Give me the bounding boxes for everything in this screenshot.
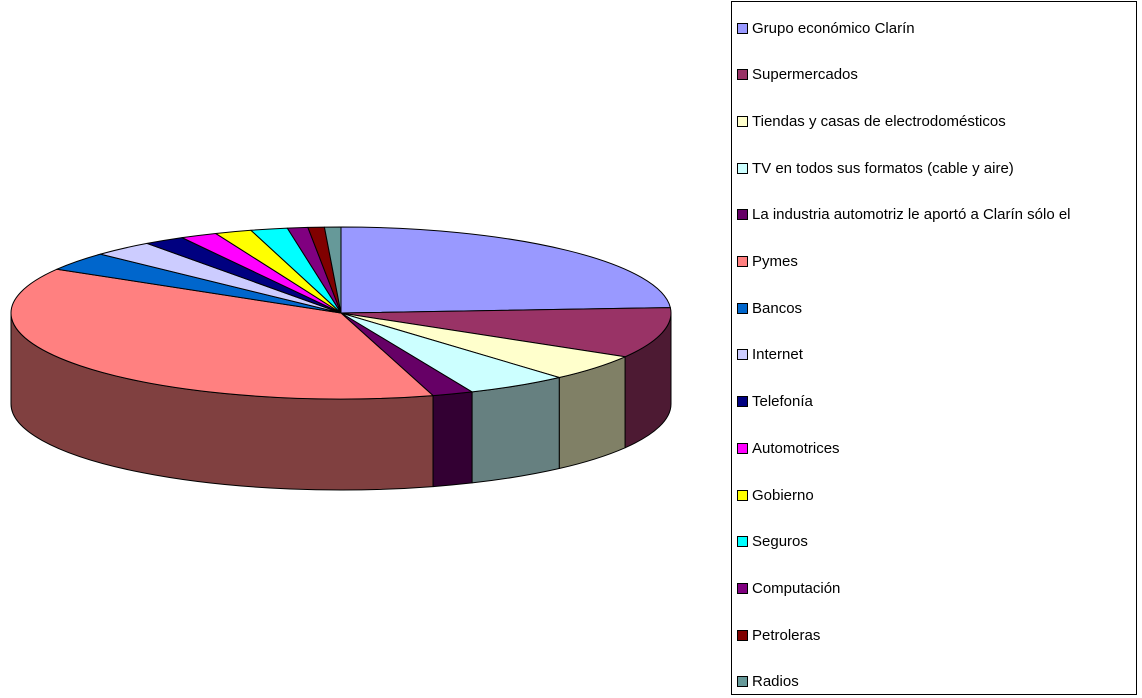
legend-swatch [737,489,748,501]
legend-swatch [737,302,748,314]
legend-label: Grupo económico Clarín [752,19,915,37]
legend-swatch [737,396,748,408]
legend-label: Petroleras [752,626,821,644]
legend-item-seguros: Seguros [737,533,808,551]
legend-item-telefonia: Telefonía [737,393,813,411]
legend-label: Radios [752,673,799,691]
legend-item-computacion: Computación [737,579,841,597]
legend-swatch [737,162,748,174]
legend-item-internet: Internet [737,346,803,364]
legend-item-radios: Radios [737,673,799,691]
legend-swatch [737,349,748,361]
legend-item-pymes: Pymes [737,253,798,270]
pie-slice-radios [323,226,342,314]
legend-swatch [737,582,748,594]
legend-item-tiendas-y-casas-de-electrodomesticos: Tiendas y casas de electrodomésticos [737,112,1006,130]
legend-label: La industria automotriz le aportó a Clar… [752,206,1071,224]
legend-swatch [737,536,748,548]
legend-label: Pymes [752,253,798,270]
legend-swatch [737,629,748,641]
legend-item-bancos: Bancos [737,299,803,317]
legend-item-tv-en-todos-sus-formatos-cable-y-aire: TV en todos sus formatos (cable y aire) [737,159,1014,177]
chart-legend: Grupo económico Clarín Supermercados Tiend… [731,1,1137,695]
legend-swatch [737,22,748,34]
legend-label: Supermercados [752,66,858,84]
legend-label: Gobierno [752,486,814,504]
pie-side-tv-en-todos-sus-formatos-cable-y-aire [471,377,560,484]
pie-slice-pymes [10,268,434,400]
legend-item-grupo-economico-clarin: Grupo económico Clarín [737,19,915,37]
pie-chart [10,226,672,491]
legend-swatch [737,115,748,127]
legend-swatch [737,442,748,454]
legend-swatch [737,256,748,267]
pie-chart-svg [10,226,672,491]
pie-side-la-industria-automotriz-le-aporto-a-clarin-solo-el [432,391,473,488]
legend-item-gobierno: Gobierno [737,486,814,504]
legend-label: Bancos [752,299,803,317]
legend-item-petroleras: Petroleras [737,626,821,644]
legend-label: Automotrices [752,439,840,457]
legend-swatch [737,209,748,221]
legend-label: Internet [752,346,803,364]
legend-swatch [737,676,748,688]
legend-item-la-industria-automotriz-le-aporto-a-clarin-solo-el: La industria automotriz le aportó a Clar… [737,206,1071,224]
legend-label: Computación [752,579,841,597]
legend-label: Tiendas y casas de electrodomésticos [752,112,1006,130]
legend-label: Seguros [752,533,808,551]
legend-label: TV en todos sus formatos (cable y aire) [752,159,1014,177]
legend-item-automotrices: Automotrices [737,439,840,457]
legend-label: Telefonía [752,393,813,411]
legend-swatch [737,69,748,81]
pie-slice-supermercados [340,307,672,358]
legend-item-supermercados: Supermercados [737,66,858,84]
pie-slice-grupo-economico-clarin [340,226,671,314]
